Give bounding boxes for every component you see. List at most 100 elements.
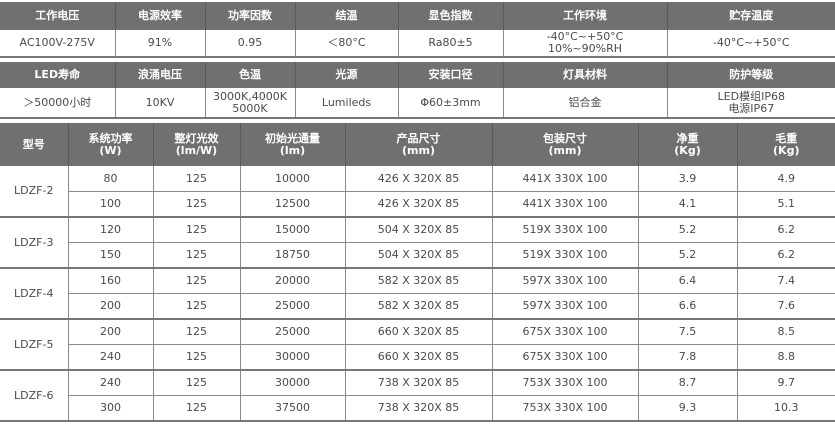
table-cell: 240 <box>67 370 153 396</box>
table-row: LDZF-3 120 125 15000 504 X 320X 85 519X 330X … <box>0 217 835 269</box>
table-cell: 240 <box>67 344 153 371</box>
spec-value: 3000K,4000K 5000K <box>204 88 295 119</box>
column-header: 毛重 (Kg) <box>736 123 835 166</box>
table-cell: 12500 <box>239 191 345 218</box>
spec-header: 安装口径 <box>397 62 503 88</box>
table-cell: 7.5 <box>637 319 737 345</box>
spec-value: 0.95 <box>204 30 295 58</box>
table-cell: 7.4 <box>736 268 835 294</box>
table-cell: 100 <box>67 191 153 218</box>
table-cell: 6.6 <box>637 293 737 320</box>
spec-value: -40°C~+50°C <box>666 30 835 58</box>
spec-value: AC100V-275V <box>0 30 115 58</box>
spec-header: 防护等级 <box>666 62 835 88</box>
table-cell: 597X 330X 100 <box>491 268 638 294</box>
table-row: 240 125 30000 660 X 320X 85 675X 330X 100 7.8… <box>0 344 835 371</box>
table-cell: 738 X 320X 85 <box>344 395 492 422</box>
spec-value: Φ60±3mm <box>397 88 503 119</box>
table-cell: 150 <box>67 242 153 269</box>
table-cell: 519X 330X 100 <box>491 217 638 243</box>
table-cell: 4.1 <box>637 191 737 218</box>
table-cell: 441X 330X 100 <box>491 166 638 192</box>
table-cell: 7.8 <box>637 344 737 371</box>
spec-header: 灯具材料 <box>502 62 667 88</box>
table-cell: 9.3 <box>637 395 737 422</box>
table-cell: 3.9 <box>637 166 737 192</box>
table-cell: 125 <box>152 344 240 371</box>
table-row: LDZF-2 80 125 10000 426 X 320X 85 441X 330X 1… <box>0 166 835 218</box>
spec-value: LED模组IP68 电源IP67 <box>666 88 835 119</box>
table-cell: 8.8 <box>736 344 835 371</box>
table-cell: 80 <box>67 166 153 192</box>
table-cell: 738 X 320X 85 <box>344 370 492 396</box>
table-cell: 30000 <box>239 370 345 396</box>
table-cell: 519X 330X 100 <box>491 242 638 269</box>
model-name-cell: LDZF-2 <box>0 166 68 218</box>
table-cell: 125 <box>152 191 240 218</box>
table-cell: 120 <box>67 217 153 243</box>
table-cell: 10000 <box>239 166 345 192</box>
table-cell: 582 X 320X 85 <box>344 268 492 294</box>
model-table: 型号 系统功率 (W) 整灯光效 (lm/W) 初始光通量 (lm) 产品尺寸 (mm)… <box>0 123 835 422</box>
table-cell: 6.2 <box>736 217 835 243</box>
table-cell: 10.3 <box>736 395 835 422</box>
model-name-cell: LDZF-3 <box>0 217 68 269</box>
table-row: 200 125 25000 582 X 320X 85 597X 330X 100 6.6… <box>0 293 835 320</box>
model-name-cell: LDZF-4 <box>0 268 68 320</box>
column-header: 整灯光效 (lm/W) <box>152 123 240 166</box>
table-cell: 20000 <box>239 268 345 294</box>
table-cell: 125 <box>152 166 240 192</box>
table-cell: 125 <box>152 370 240 396</box>
spec-header: 工作环境 <box>502 2 667 30</box>
model-name-cell: LDZF-5 <box>0 319 68 371</box>
table-cell: 300 <box>67 395 153 422</box>
spec-header: 工作电压 <box>0 2 115 30</box>
table-cell: 15000 <box>239 217 345 243</box>
table-cell: 660 X 320X 85 <box>344 319 492 345</box>
column-header: 型号 <box>0 123 68 166</box>
table-cell: 660 X 320X 85 <box>344 344 492 371</box>
spec-value: Lumileds <box>294 88 398 119</box>
table-cell: 675X 330X 100 <box>491 319 638 345</box>
table-row: LDZF-6 240 125 30000 738 X 320X 85 753X 330X … <box>0 370 835 422</box>
table-cell: 5.2 <box>637 217 737 243</box>
spec-value: 10KV <box>114 88 205 119</box>
table-cell: 7.6 <box>736 293 835 320</box>
table-cell: 25000 <box>239 319 345 345</box>
table-cell: 18750 <box>239 242 345 269</box>
table-cell: 504 X 320X 85 <box>344 217 492 243</box>
table-cell: 675X 330X 100 <box>491 344 638 371</box>
table-cell: 753X 330X 100 <box>491 395 638 422</box>
table-cell: 30000 <box>239 344 345 371</box>
spec-header: 结温 <box>294 2 398 30</box>
spec-header: 浪涌电压 <box>114 62 205 88</box>
spec-value: 铝合金 <box>502 88 667 119</box>
spec-header: LED寿命 <box>0 62 115 88</box>
spec-table-2: LED寿命 浪涌电压 色温 光源 安装口径 灯具材料 防护等级 ＞50000小时 10KV 300… <box>0 62 835 119</box>
table-cell: 125 <box>152 395 240 422</box>
spec-table-1: 工作电压 电源效率 功率因数 结温 显色指数 工作环境 贮存温度 AC100V-275V 91%… <box>0 2 835 58</box>
table-cell: 5.2 <box>637 242 737 269</box>
table-cell: 6.4 <box>637 268 737 294</box>
column-header: 净重 (Kg) <box>637 123 737 166</box>
table-cell: 582 X 320X 85 <box>344 293 492 320</box>
table-row: 300 125 37500 738 X 320X 85 753X 330X 100 9.3… <box>0 395 835 422</box>
column-header: 初始光通量 (lm) <box>239 123 345 166</box>
spec-value: Ra80±5 <box>397 30 503 58</box>
table-row: LDZF-4 160 125 20000 582 X 320X 85 597X 330X … <box>0 268 835 320</box>
table-cell: 9.7 <box>736 370 835 396</box>
table-cell: 5.1 <box>736 191 835 218</box>
table-cell: 8.5 <box>736 319 835 345</box>
table-cell: 441X 330X 100 <box>491 191 638 218</box>
table-cell: 125 <box>152 242 240 269</box>
column-header: 系统功率 (W) <box>67 123 153 166</box>
model-name-cell: LDZF-6 <box>0 370 68 422</box>
table-cell: 160 <box>67 268 153 294</box>
table-cell: 125 <box>152 217 240 243</box>
table-cell: 37500 <box>239 395 345 422</box>
table-cell: 4.9 <box>736 166 835 192</box>
spec-header: 显色指数 <box>397 2 503 30</box>
table-cell: 200 <box>67 293 153 320</box>
table-cell: 6.2 <box>736 242 835 269</box>
table-cell: 426 X 320X 85 <box>344 166 492 192</box>
